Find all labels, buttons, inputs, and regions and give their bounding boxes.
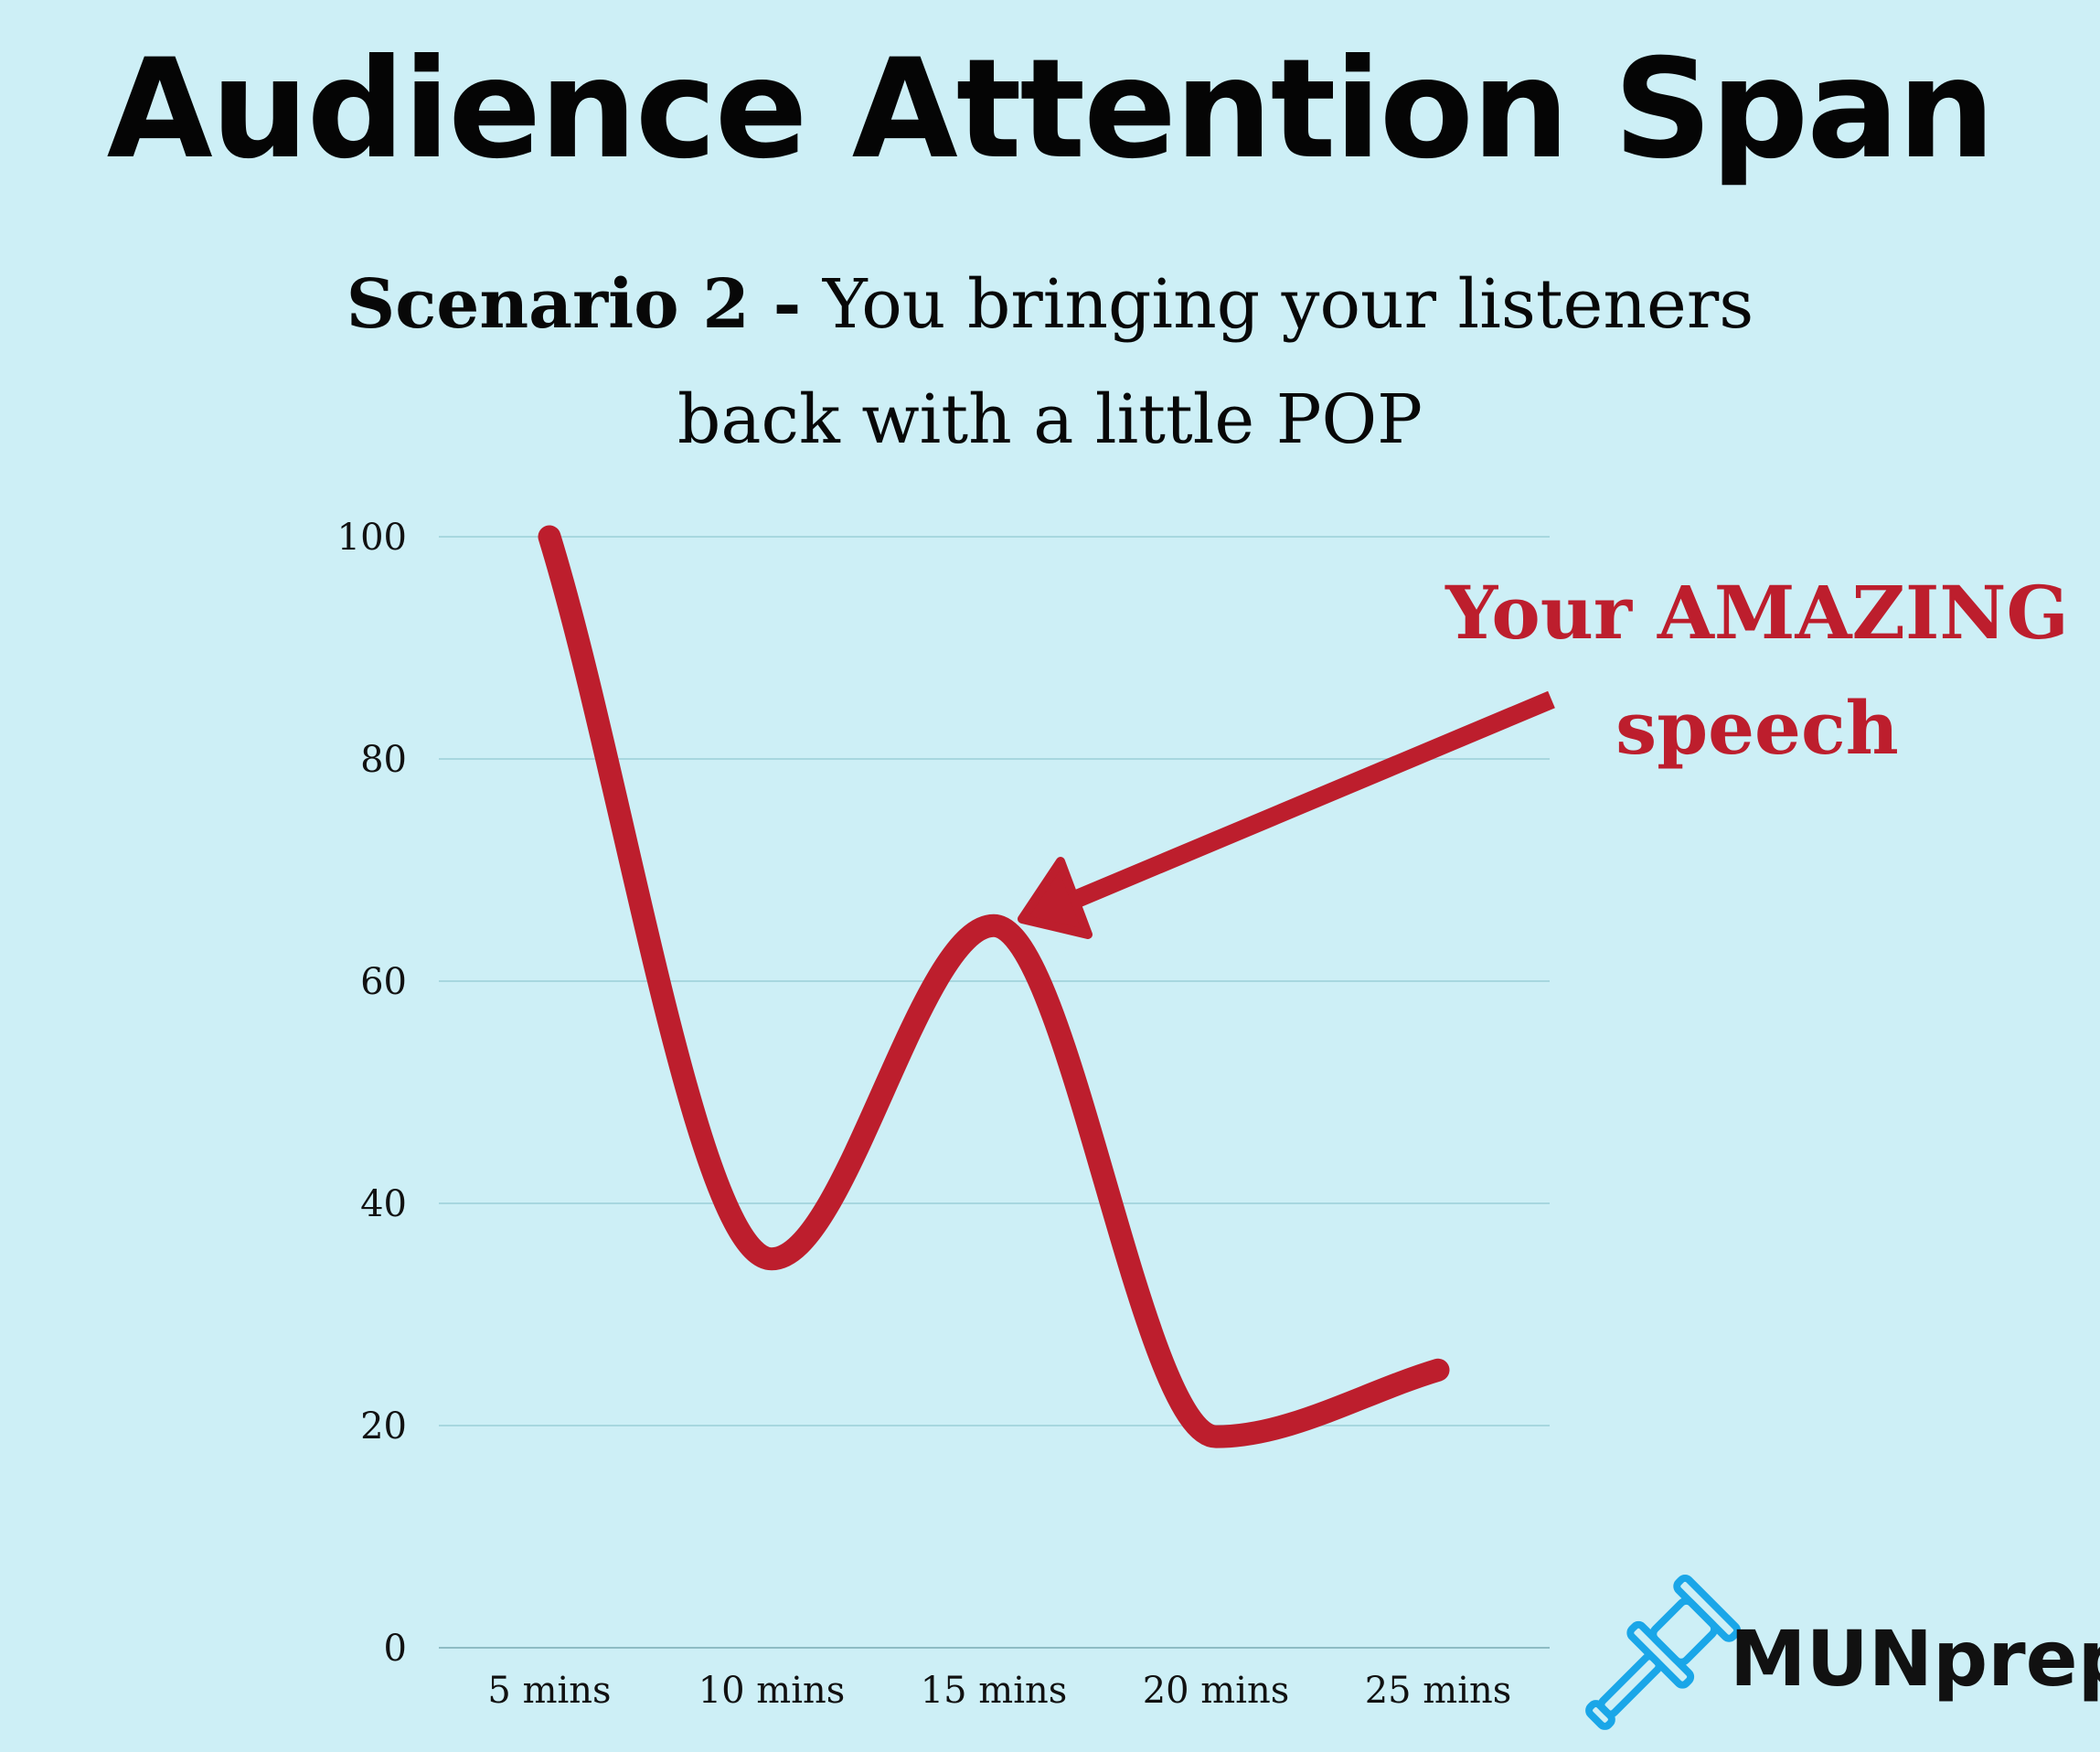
attention-line bbox=[538, 525, 1450, 1448]
chart-subtitle: Scenario 2 - You bringing your listeners… bbox=[0, 247, 2100, 477]
annotation-line-1: Your AMAZING bbox=[1444, 570, 2069, 656]
x-tick-label: 20 mins bbox=[1143, 1670, 1290, 1712]
annotation-arrow-head bbox=[1018, 857, 1093, 939]
munprep-logo: MUNprep bbox=[1585, 1574, 2100, 1730]
y-tick-label: 60 bbox=[360, 961, 407, 1003]
y-tick-label: 80 bbox=[360, 739, 407, 781]
subtitle-bold: Scenario 2 - bbox=[346, 265, 802, 344]
x-tick-label: 25 mins bbox=[1365, 1670, 1512, 1712]
annotation-arrow bbox=[1018, 690, 1555, 939]
tick-layer: 0 20 40 60 80 100 5 mins 10 mins 15 mins 20 mins 2… bbox=[337, 517, 1512, 1712]
y-tick-label: 0 bbox=[384, 1628, 407, 1670]
subtitle-line1-text: You bringing your listeners bbox=[801, 265, 1754, 344]
subtitle-line-2: back with a little POP bbox=[677, 380, 1423, 459]
grid-layer bbox=[439, 536, 1550, 1649]
x-tick-label: 5 mins bbox=[487, 1670, 611, 1712]
annotation-arrow-shaft bbox=[1056, 690, 1555, 915]
gavel-icon bbox=[1585, 1574, 1742, 1730]
x-tick-label: 10 mins bbox=[698, 1670, 846, 1712]
y-tick-label: 20 bbox=[360, 1405, 407, 1448]
annotation-line-2: speech bbox=[1615, 685, 1899, 771]
y-tick-label: 40 bbox=[360, 1183, 407, 1225]
x-tick-label: 15 mins bbox=[921, 1670, 1068, 1712]
subtitle-line-1: Scenario 2 - You bringing your listeners bbox=[0, 247, 2100, 362]
page-title: Audience Attention Span bbox=[106, 30, 1996, 189]
y-tick-label: 100 bbox=[337, 517, 407, 559]
logo-text: MUNprep bbox=[1730, 1614, 2100, 1704]
